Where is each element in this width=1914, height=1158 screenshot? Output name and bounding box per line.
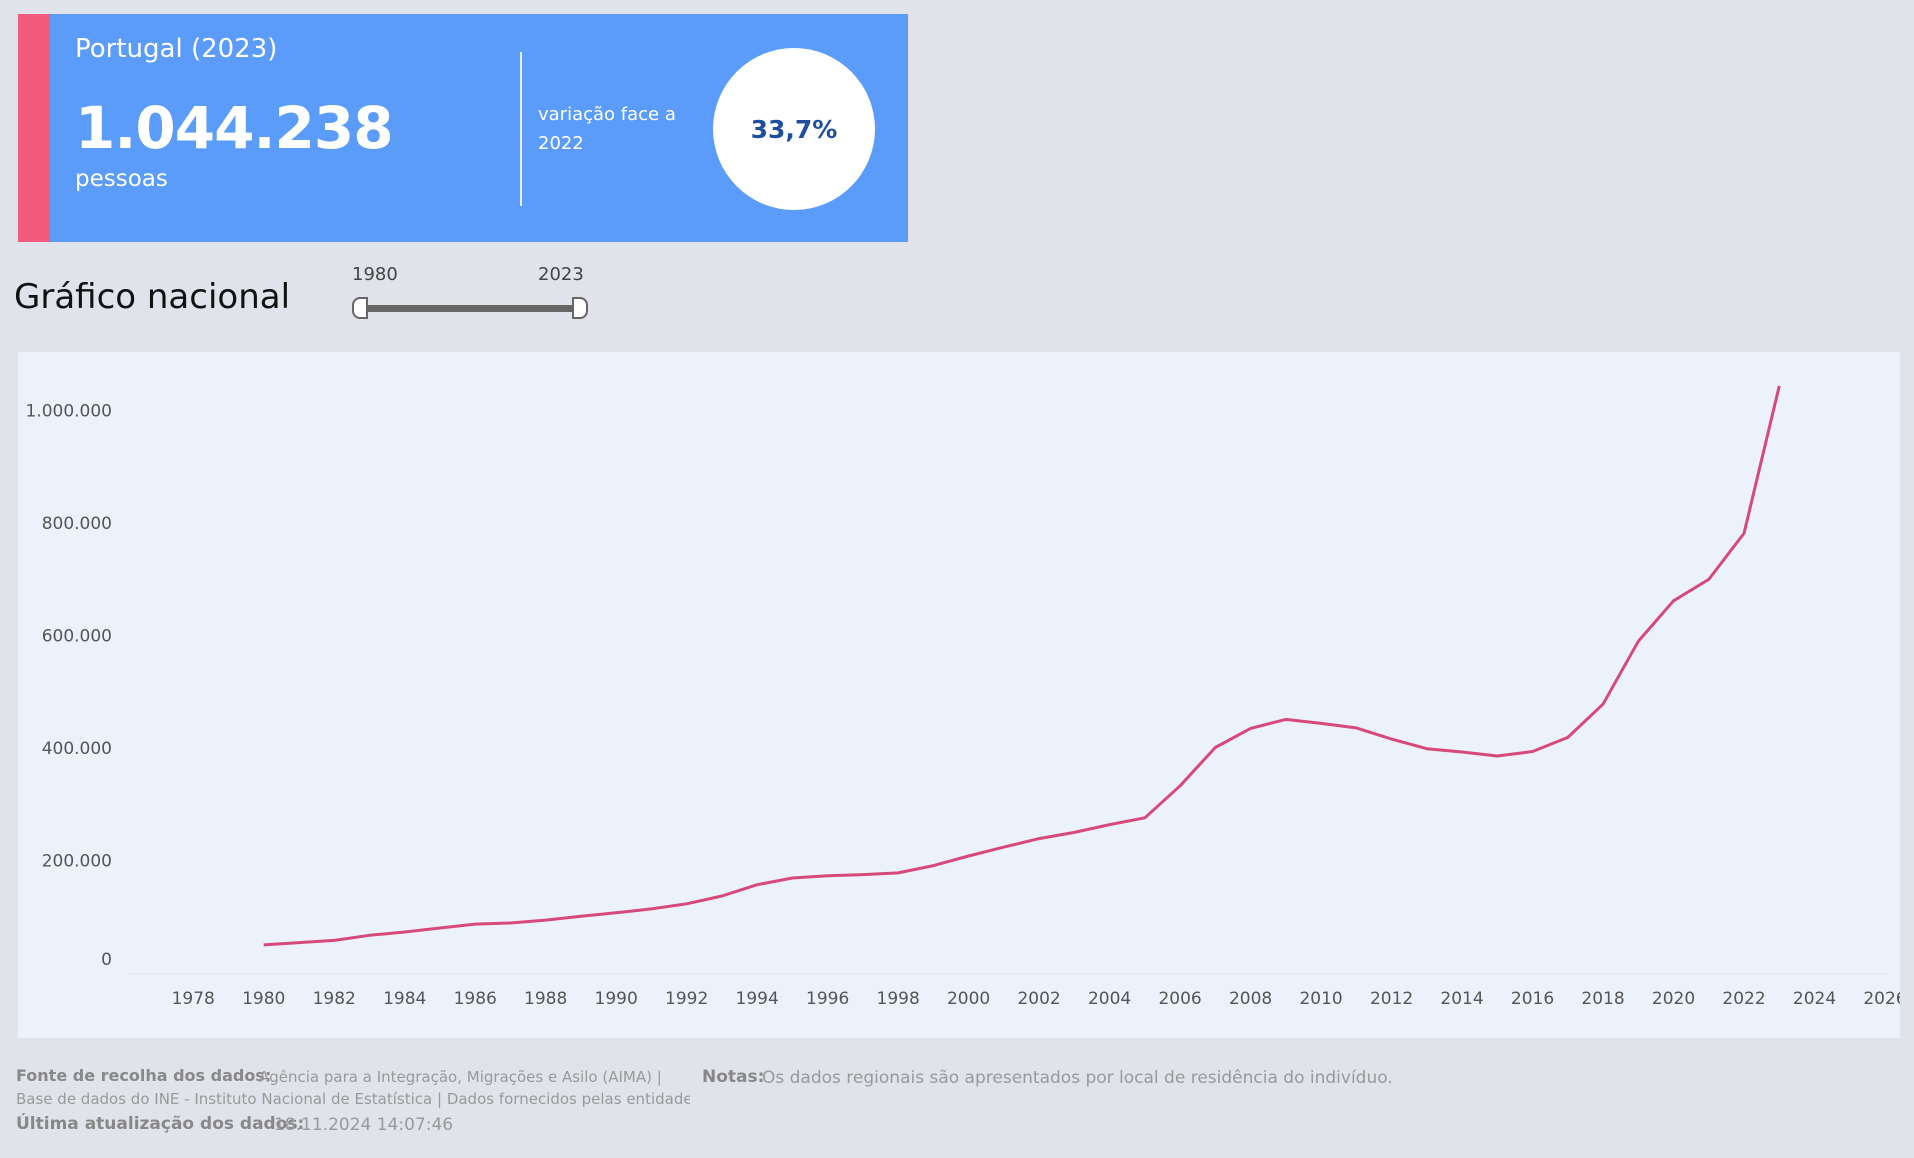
notes-label: Notas: (702, 1067, 765, 1087)
x-tick-label: 2000 (947, 989, 990, 1009)
updated-label: Última atualização dos dados: (16, 1114, 305, 1134)
x-tick-label: 1994 (736, 989, 779, 1009)
kpi-card: Portugal (2023) 1.044.238 pessoas variaç… (18, 14, 908, 242)
slider-handle-end[interactable] (572, 297, 588, 319)
x-tick-label: 2016 (1511, 989, 1554, 1009)
notes-text: Os dados regionais são apresentados por … (762, 1068, 1393, 1088)
kpi-divider (520, 52, 522, 206)
kpi-value: 1.044.238 (75, 94, 394, 162)
x-tick-label: 1990 (595, 989, 638, 1009)
slider-max-label: 2023 (538, 264, 584, 285)
x-tick-label: 2004 (1088, 989, 1131, 1009)
kpi-change-value: 33,7% (750, 114, 838, 144)
line-chart: 0 200.000 400.000 600.000 800.000 1.000.000 1… (25, 385, 1900, 1009)
x-tick-label: 2018 (1581, 989, 1624, 1009)
x-tick-label: 2002 (1017, 989, 1060, 1009)
x-tick-label: 2008 (1229, 989, 1272, 1009)
y-tick-label: 200.000 (42, 852, 112, 872)
kpi-unit: pessoas (75, 166, 168, 192)
source-label: Fonte de recolha dos dados: (16, 1066, 272, 1085)
source-text-line1: Agência para a Integração, Migrações e A… (259, 1068, 662, 1086)
y-tick-label: 600.000 (42, 627, 112, 647)
kpi-title: Portugal (2023) (75, 34, 278, 64)
source-text-line2: Base de dados do INE - Instituto Naciona… (16, 1090, 690, 1108)
series-line (263, 385, 1781, 947)
kpi-accent-bar (18, 14, 50, 242)
slider-handle-start[interactable] (352, 297, 368, 319)
y-tick-label: 400.000 (42, 739, 112, 759)
x-tick-label: 1992 (665, 989, 708, 1009)
x-tick-label: 2020 (1652, 989, 1695, 1009)
year-range-slider-track[interactable] (360, 305, 578, 312)
x-tick-label: 1998 (877, 989, 920, 1009)
x-tick-label: 1988 (524, 989, 567, 1009)
x-tick-label: 1996 (806, 989, 849, 1009)
slider-min-label: 1980 (352, 264, 398, 285)
y-tick-label: 1.000.000 (25, 402, 112, 422)
x-tick-label: 2024 (1793, 989, 1836, 1009)
x-tick-label: 1978 (172, 989, 215, 1009)
x-tick-label: 1986 (454, 989, 497, 1009)
x-axis: 1978 1980 1982 1984 1986 1988 1990 1992 1994 1996… (172, 989, 1900, 1009)
x-tick-label: 2022 (1722, 989, 1765, 1009)
chart-panel: 0 200.000 400.000 600.000 800.000 1.000.000 1… (18, 352, 1900, 1038)
x-tick-label: 1982 (313, 989, 356, 1009)
x-tick-label: 2026 (1863, 989, 1900, 1009)
x-tick-label: 2014 (1440, 989, 1483, 1009)
section-title: Gráfico nacional (14, 277, 291, 317)
x-tick-label: 2012 (1370, 989, 1413, 1009)
x-tick-label: 1980 (242, 989, 285, 1009)
kpi-change-circle: 33,7% (713, 48, 875, 210)
y-axis: 0 200.000 400.000 600.000 800.000 1.000.000 (25, 402, 112, 970)
y-tick-label: 800.000 (42, 514, 112, 534)
y-tick-label: 0 (101, 950, 112, 970)
updated-value: 18.11.2024 14:07:46 (274, 1115, 454, 1135)
x-tick-label: 1984 (383, 989, 426, 1009)
x-tick-label: 2010 (1299, 989, 1342, 1009)
x-tick-label: 2006 (1158, 989, 1201, 1009)
kpi-change-label: variação face a 2022 (538, 104, 676, 154)
